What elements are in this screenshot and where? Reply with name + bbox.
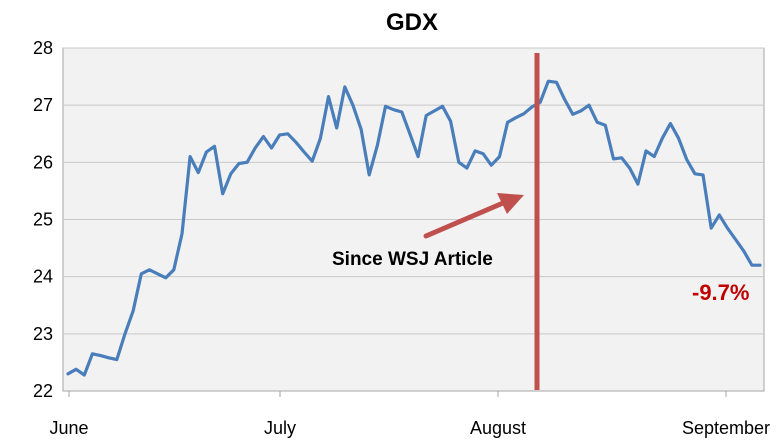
y-tick-label: 23 — [33, 324, 53, 344]
gridlines — [63, 47, 764, 335]
x-tick-label: July — [264, 418, 296, 438]
y-tick-label: 22 — [33, 381, 53, 401]
x-tick-label: August — [470, 418, 526, 438]
chart-title: GDX — [386, 9, 438, 36]
x-axis-ticks: June July August September — [49, 391, 770, 438]
change-percent-label: -9.7% — [692, 280, 749, 305]
y-tick-label: 24 — [33, 267, 53, 287]
y-tick-label: 26 — [33, 152, 53, 172]
y-axis-ticks: 22 23 24 25 26 27 28 — [33, 38, 53, 401]
x-tick-label: June — [49, 418, 88, 438]
x-tick-label: September — [682, 418, 770, 438]
annotation-arrow — [423, 193, 524, 239]
y-tick-label: 28 — [33, 38, 53, 58]
annotation-label: Since WSJ Article — [332, 249, 493, 270]
series-line-gdx — [66, 79, 762, 377]
y-tick-label: 25 — [33, 210, 53, 230]
y-tick-label: 27 — [33, 95, 53, 115]
